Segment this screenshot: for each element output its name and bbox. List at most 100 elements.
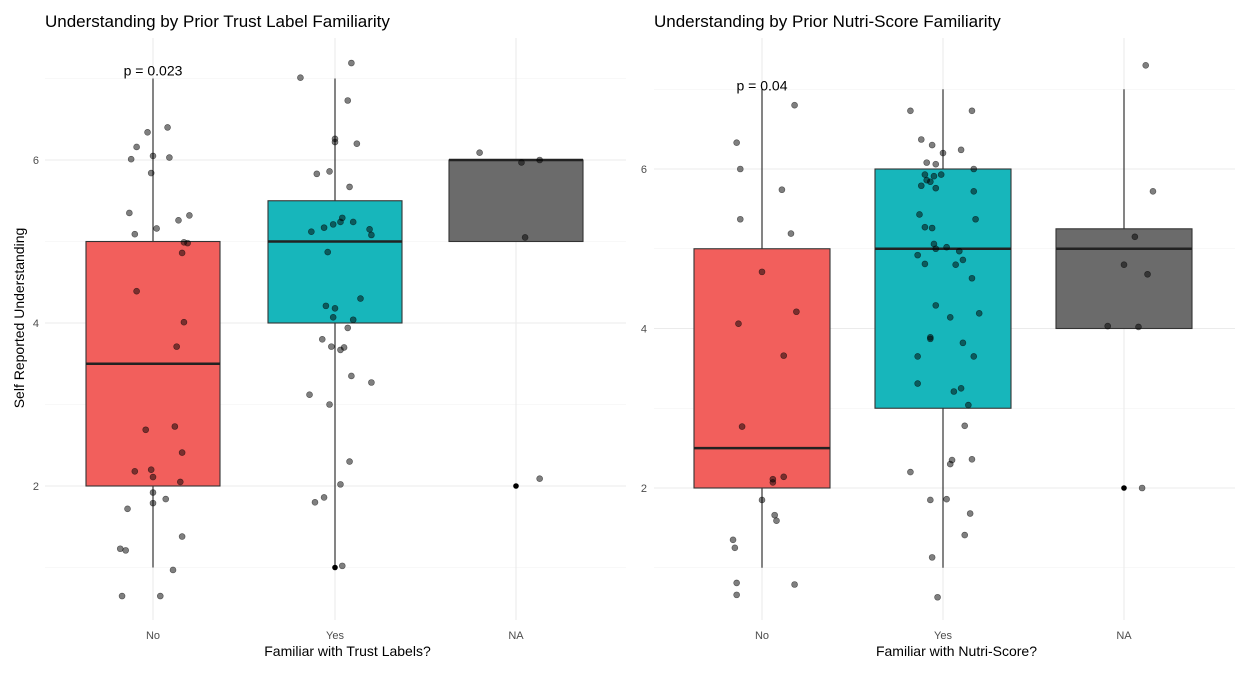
x-tick-label: Yes [934, 630, 952, 642]
data-point [733, 591, 740, 599]
data-point [937, 171, 945, 178]
data-point [1120, 261, 1128, 269]
data-point [536, 475, 543, 482]
data-point [927, 496, 934, 504]
data-point [368, 231, 375, 239]
panel-title: Understanding by Prior Trust Label Famil… [45, 12, 390, 31]
data-point [907, 107, 914, 115]
data-point [972, 215, 979, 223]
data-point [1149, 188, 1157, 195]
data-point [338, 562, 346, 570]
box-rect [693, 248, 831, 489]
data-point [959, 256, 967, 264]
outlier-point [1121, 485, 1127, 491]
data-point [147, 169, 155, 177]
data-point [122, 547, 129, 554]
data-point [175, 217, 182, 224]
data-point [907, 468, 914, 476]
data-point [921, 260, 929, 268]
data-point [131, 230, 139, 238]
data-point [793, 308, 800, 316]
box-yes [874, 89, 1012, 568]
data-point [313, 170, 321, 178]
box-rect [874, 168, 1012, 409]
x-tick-label: NA [1116, 630, 1132, 642]
data-point [946, 314, 954, 321]
data-point [348, 372, 355, 380]
data-point [162, 495, 170, 503]
data-point [735, 320, 742, 328]
panel-nutri-score: Understanding by Prior Nutri-Score Famil… [641, 12, 1235, 659]
y-ticks: 2 4 6 [641, 164, 647, 495]
data-point [934, 593, 941, 601]
data-point [127, 155, 135, 163]
data-point [970, 353, 978, 360]
data-point [308, 228, 315, 236]
box-rect [1055, 228, 1193, 330]
data-point [939, 149, 947, 157]
data-point [331, 305, 339, 312]
data-point [1138, 484, 1146, 492]
data-point [149, 473, 157, 481]
panel-trust-label: Understanding by Prior Trust Label Famil… [11, 12, 626, 659]
data-point [968, 107, 976, 115]
data-point [914, 251, 921, 259]
data-point [970, 188, 978, 195]
data-point [178, 533, 186, 540]
data-point [338, 214, 346, 222]
box-na [448, 158, 584, 489]
data-point [733, 579, 740, 587]
data-point [536, 156, 543, 164]
y-tick-label: 2 [641, 483, 647, 495]
data-point [773, 517, 780, 524]
data-point [932, 245, 940, 253]
data-point [921, 171, 929, 178]
data-point [975, 310, 983, 317]
data-point [928, 224, 936, 232]
box-yes [267, 78, 403, 571]
data-point [736, 165, 744, 173]
data-point [337, 481, 344, 488]
data-point [1135, 323, 1142, 331]
data-point [328, 343, 335, 350]
data-point [186, 212, 193, 219]
data-point [344, 97, 352, 104]
data-point [329, 221, 337, 228]
y-axis-title: Self Reported Understanding [11, 228, 27, 409]
data-point [968, 455, 976, 463]
data-point [353, 140, 361, 147]
data-point [116, 545, 124, 553]
x-tick-label: Yes [326, 630, 344, 642]
data-point [320, 494, 328, 501]
p-value-annotation: p = 0.023 [124, 62, 183, 78]
data-point [340, 344, 348, 351]
box-rect [267, 200, 403, 324]
x-tick-label: NA [508, 630, 524, 642]
data-point [366, 225, 373, 233]
box-no [693, 89, 831, 568]
data-point [324, 248, 332, 256]
data-point [173, 343, 180, 350]
data-point [147, 466, 155, 474]
data-point [968, 274, 976, 282]
data-point [346, 458, 353, 465]
data-point [928, 141, 936, 149]
data-point [914, 380, 921, 387]
x-axis-title: Familiar with Nutri-Score? [876, 643, 1037, 659]
panel-title: Understanding by Prior Nutri-Score Famil… [654, 12, 1001, 31]
data-point [142, 426, 150, 434]
data-point [1131, 233, 1139, 241]
outlier-point [332, 564, 338, 571]
data-point [970, 165, 978, 173]
box-rect [448, 159, 584, 243]
data-point [957, 146, 965, 154]
data-point [346, 183, 353, 191]
data-point [771, 511, 778, 519]
data-point [156, 592, 164, 600]
data-point [164, 124, 171, 131]
data-point [306, 391, 313, 399]
data-point [1104, 322, 1112, 330]
data-point [184, 239, 191, 247]
data-point [318, 335, 326, 343]
data-point [326, 401, 333, 408]
